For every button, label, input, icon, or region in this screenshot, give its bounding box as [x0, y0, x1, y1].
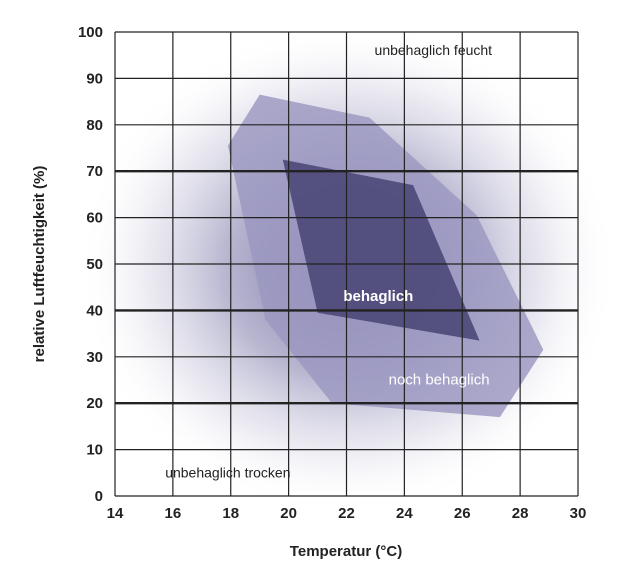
x-tick-label: 16	[165, 505, 182, 522]
x-tick-label: 22	[338, 505, 355, 522]
y-axis-label: relative Luftfeuchtigkeit (%)	[31, 166, 48, 363]
x-tick-label: 28	[512, 505, 529, 522]
annotation-noch-behaglich: noch behaglich	[389, 372, 490, 389]
y-tick-label: 100	[78, 24, 103, 41]
y-tick-label: 0	[95, 488, 103, 505]
y-tick-label: 90	[86, 70, 103, 87]
x-tick-label: 30	[570, 505, 587, 522]
annotation-behaglich: behaglich	[343, 288, 413, 305]
y-tick-label: 50	[86, 256, 103, 273]
x-tick-label: 14	[107, 505, 124, 522]
y-tick-label: 40	[86, 302, 103, 319]
y-tick-label: 10	[86, 442, 103, 459]
region-behaglich	[282, 159, 480, 341]
annotation-unbehaglich-trocken: unbehaglich trocken	[165, 464, 290, 480]
y-tick-label: 30	[86, 349, 103, 366]
x-axis-label: Temperatur (°C)	[290, 543, 402, 560]
annotation-unbehaglich-feucht: unbehaglich feucht	[375, 42, 493, 58]
x-tick-label: 18	[222, 505, 239, 522]
y-tick-label: 20	[86, 395, 103, 412]
y-tick-label: 80	[86, 117, 103, 134]
x-tick-label: 24	[396, 505, 413, 522]
x-tick-label: 26	[454, 505, 471, 522]
y-tick-label: 70	[86, 163, 103, 180]
y-tick-label: 60	[86, 210, 103, 227]
x-tick-label: 20	[280, 505, 297, 522]
